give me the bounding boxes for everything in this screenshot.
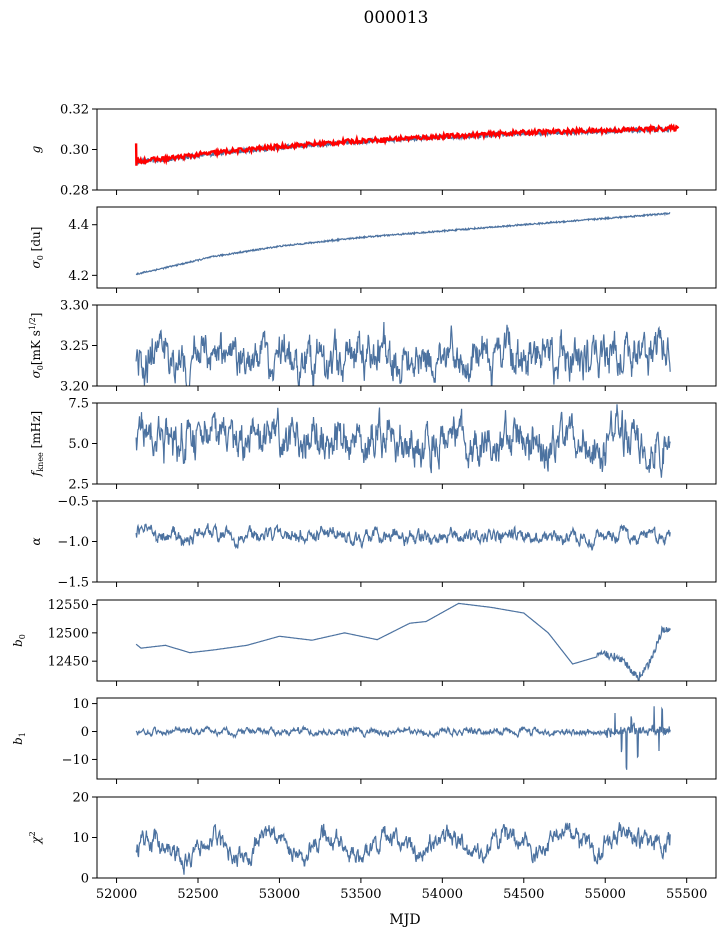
panel-5: −1.5 −1.0 −0.5 α xyxy=(29,495,717,591)
panels: 0.28 0.30 0.32 g 4.2 4.4 σ0 [du] 3.20 3.25 3.30 σ0… xyxy=(11,103,717,902)
y-tick-label-5: −1.5 xyxy=(57,576,89,591)
y-tick-label-7: 0 xyxy=(81,725,89,740)
y-tick-label-1: 0.28 xyxy=(60,184,89,199)
x-tick-label: 52500 xyxy=(177,887,218,902)
y-tick-label-8: 10 xyxy=(72,831,89,846)
y-tick-label-1: 0.32 xyxy=(60,103,89,118)
y-tick-label-8: 20 xyxy=(72,791,89,806)
y-tick-label-7: −10 xyxy=(62,753,89,768)
y-tick-label-8: 0 xyxy=(81,872,89,887)
y-tick-label-4: 5.0 xyxy=(68,437,89,452)
figure-title: 000013 xyxy=(364,8,429,28)
y-tick-label-2: 4.4 xyxy=(68,218,89,233)
y-axis-label-5: α xyxy=(29,537,43,545)
series-line-5 xyxy=(135,522,671,551)
panel-4: 2.5 5.0 7.5 fknee [mHz] xyxy=(29,397,717,493)
series-line-6 xyxy=(135,602,671,681)
y-tick-label-4: 7.5 xyxy=(68,397,89,412)
y-tick-label-2: 4.2 xyxy=(68,269,89,284)
x-tick-label: 55500 xyxy=(666,887,707,902)
series-line-8 xyxy=(135,822,671,875)
panel-8: 0 10 20 χ2 xyxy=(28,791,717,887)
y-axis-label-2: σ0 [du] xyxy=(29,227,45,269)
panel-3: 3.20 3.25 3.30 σ0[mK s1/2] xyxy=(28,299,717,395)
y-tick-label-4: 2.5 xyxy=(68,478,89,493)
axes-frame-2 xyxy=(96,206,717,289)
series-line-3 xyxy=(135,321,671,386)
y-tick-label-3: 3.30 xyxy=(60,299,89,314)
x-tick-label: 55000 xyxy=(585,887,626,902)
axes-frame-7 xyxy=(96,697,717,780)
y-tick-label-5: −0.5 xyxy=(57,495,89,510)
x-tick-label: 54500 xyxy=(503,887,544,902)
series-line-2 xyxy=(135,212,671,276)
y-axis-label-1: g xyxy=(29,145,43,153)
fit-line-red xyxy=(134,123,680,166)
axes-frame-6 xyxy=(96,599,717,682)
panel-2: 4.2 4.4 σ0 [du] xyxy=(29,206,717,293)
x-tick-label: 53500 xyxy=(340,887,381,902)
axes-frame-1 xyxy=(96,108,717,191)
x-tick-label: 54000 xyxy=(422,887,463,902)
y-tick-label-5: −1.0 xyxy=(57,535,89,550)
y-axis-label-6: b0 xyxy=(11,634,27,647)
y-tick-label-3: 3.20 xyxy=(60,380,89,395)
x-tick-label: 52000 xyxy=(96,887,137,902)
y-tick-label-1: 0.30 xyxy=(60,143,89,158)
panel-6: 12450 12500 12550 b0 xyxy=(11,598,717,686)
y-axis-label-3: σ0[mK s1/2] xyxy=(28,313,45,379)
series-line-4 xyxy=(135,404,671,478)
y-tick-label-3: 3.25 xyxy=(60,339,89,354)
y-axis-label-8: χ2 xyxy=(28,831,43,844)
y-tick-label-6: 12500 xyxy=(48,626,89,641)
x-tick-label: 53000 xyxy=(259,887,300,902)
series-line-7 xyxy=(135,706,671,770)
y-axis-label-7: b1 xyxy=(11,732,27,745)
y-axis-label-4: fknee [mHz] xyxy=(29,411,45,477)
x-axis-label: MJD xyxy=(389,912,420,928)
y-tick-label-6: 12450 xyxy=(48,655,89,670)
y-tick-label-6: 12550 xyxy=(48,598,89,613)
y-tick-label-7: 10 xyxy=(72,697,89,712)
panel-1: 0.28 0.30 0.32 g xyxy=(29,103,717,199)
panel-7: −10 0 10 b1 xyxy=(11,697,717,784)
